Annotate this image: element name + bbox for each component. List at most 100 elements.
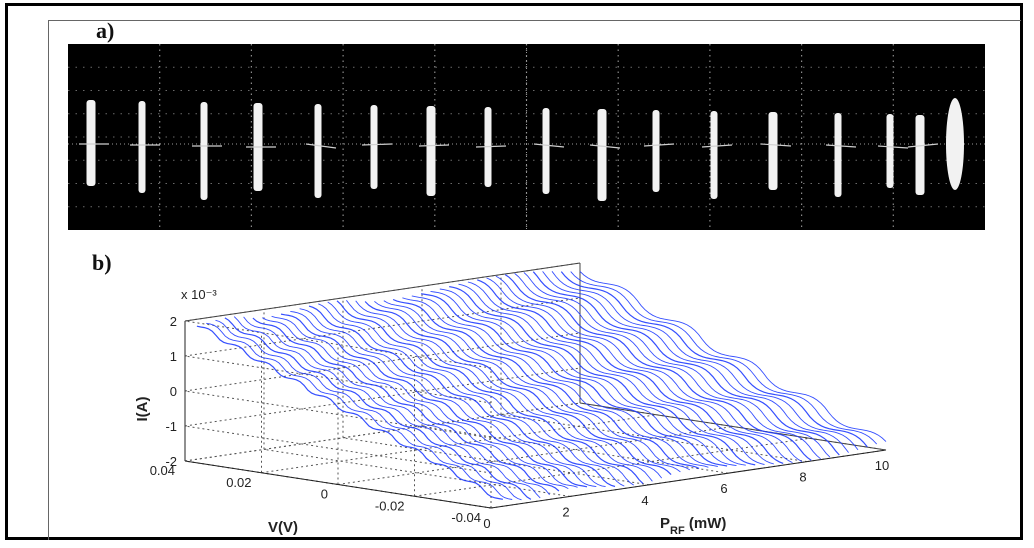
iv-curve: [458, 283, 765, 465]
z-tick-label: 1: [170, 349, 177, 364]
floor-grid-x: [342, 437, 650, 486]
osc-trace-segment: [305, 143, 337, 149]
osc-step: [542, 108, 550, 194]
wall-grid-z: [184, 332, 581, 392]
iv-curve: [420, 293, 728, 467]
iv-curve: [243, 316, 550, 496]
iv-curve: [206, 322, 513, 500]
iv-curve: [504, 274, 812, 461]
iv-curve: [383, 300, 691, 471]
osc-step: [597, 109, 607, 201]
x-tick-label: 6: [720, 481, 727, 496]
osc-steps: [79, 98, 964, 201]
side-grid-z: [184, 355, 492, 404]
iv-curve: [364, 301, 672, 476]
z-tick-label: 2: [170, 314, 177, 329]
iv-curve: [224, 317, 532, 500]
osc-step: [200, 102, 208, 200]
osc-trace-segment: [643, 143, 675, 147]
iv-curve: [514, 273, 821, 460]
iv-curve: [290, 310, 597, 488]
osc-step: [886, 114, 894, 188]
wall-grid-z: [184, 367, 581, 427]
osc-trace-segment: [760, 143, 792, 147]
osc-end-blob: [946, 98, 964, 190]
iv-curve: [327, 301, 634, 486]
top-edge: [184, 262, 581, 322]
z-axis-label: I(A): [134, 397, 151, 422]
osc-step: [370, 105, 378, 189]
osc-step: [86, 100, 96, 186]
iv-curve: [542, 271, 849, 453]
osc-step: [768, 112, 778, 190]
iv-curve: [467, 281, 775, 465]
osc-trace-segment: [589, 144, 621, 149]
iv-curve: [532, 271, 840, 456]
z-tick-label: 0: [170, 384, 177, 399]
x-tick-label: 4: [641, 493, 648, 508]
osc-step: [314, 104, 322, 198]
iv-curve: [560, 271, 868, 448]
z-tick-label: -1: [165, 419, 177, 434]
y-axis-line: [184, 460, 492, 509]
y-tick-label: -0.02: [375, 498, 405, 513]
osc-trace-segment: [361, 143, 393, 146]
iv-curve: [252, 317, 560, 492]
outer-frame: [5, 3, 1023, 540]
osc-trace-segment: [877, 145, 909, 149]
wall-grid-z: [184, 402, 581, 462]
iv-curve: [308, 305, 616, 488]
wall-grid-z: [184, 297, 581, 357]
osc-step: [426, 106, 436, 196]
side-grid-z: [184, 320, 492, 369]
osc-step: [834, 113, 842, 197]
x-axis-label-sub: RF: [670, 525, 685, 537]
iv-curve: [579, 271, 887, 442]
iv-curve: [449, 286, 756, 466]
osc-step: [710, 111, 718, 199]
iv-curve: [430, 290, 737, 467]
osc-trace-segment: [825, 144, 857, 148]
iv-curve: [570, 271, 878, 445]
iv-curve: [271, 315, 578, 488]
iv-curve: [233, 316, 541, 499]
osc-trace-segment: [418, 144, 450, 147]
iv-curve: [495, 275, 803, 462]
osc-trace-segment: [533, 143, 565, 148]
x-axis-label: PRF (mW): [660, 515, 726, 537]
osc-grid: [68, 44, 985, 230]
iv-curve: [280, 313, 588, 488]
iv-curve: [215, 319, 522, 501]
side-grid-z: [184, 390, 492, 439]
osc-trace-segment: [475, 145, 507, 148]
oscilloscope-trace-panel: [68, 44, 985, 230]
floor-edge: [579, 402, 887, 451]
osc-step: [652, 110, 660, 192]
y-tick-label: -0.04: [451, 510, 481, 525]
floor-grid-x: [500, 414, 808, 463]
x-axis-label-unit: (mW): [685, 515, 727, 532]
iv-curve: [355, 300, 663, 479]
z-multiplier: x 10⁻³: [181, 287, 217, 302]
y-tick-label: 0: [321, 487, 328, 502]
floor-grid-y: [414, 437, 810, 497]
x-axis-label-main: P: [660, 515, 670, 532]
inner-frame: [48, 20, 1021, 540]
x-axis-line: [490, 449, 887, 509]
floor-grid-y: [261, 414, 657, 474]
osc-step: [138, 101, 146, 193]
iv-curve: [523, 272, 831, 458]
floor-grid-y: [184, 402, 581, 462]
iv-curve: [486, 277, 793, 464]
iv-curve: [336, 300, 644, 485]
y-tick-label: 0.02: [226, 475, 251, 490]
y-axis-label: V(V): [268, 519, 298, 536]
osc-trace-segment: [907, 143, 939, 148]
iv-curve: [411, 295, 718, 467]
iv-curve: [392, 298, 700, 469]
iv-curve: [346, 300, 653, 482]
x-tick-label: 2: [562, 504, 569, 519]
floor-grid-y: [337, 426, 734, 485]
